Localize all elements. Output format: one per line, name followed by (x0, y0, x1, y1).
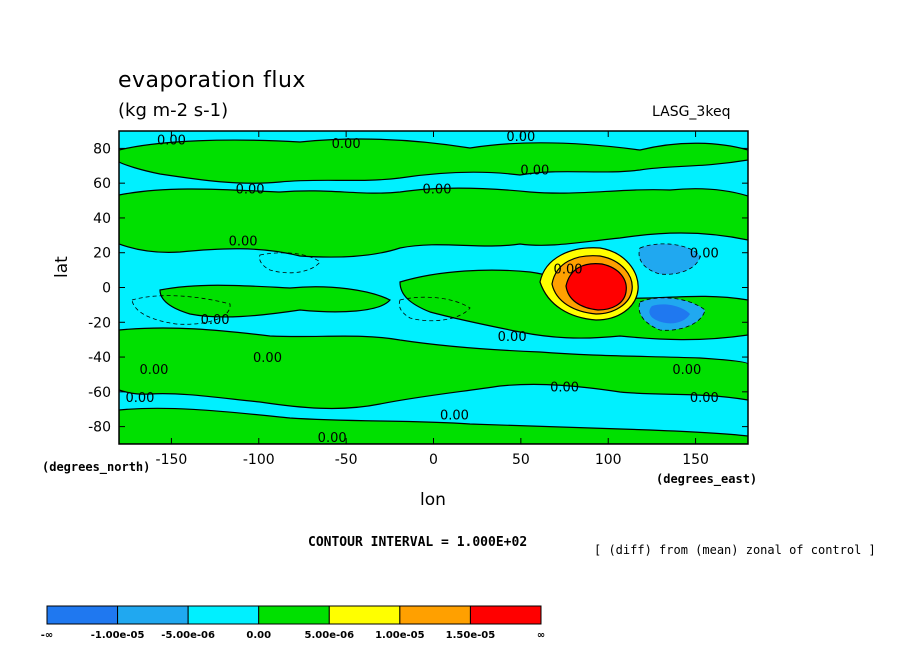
contour-label: 0.00 (236, 182, 265, 197)
colorbar-swatch (46, 605, 119, 625)
contour-interval: CONTOUR INTERVAL = 1.000E+02 (308, 535, 528, 550)
colorbar-swatch (328, 605, 401, 625)
x-tick-label: 0 (429, 452, 438, 468)
contour-label: 0.00 (201, 313, 230, 328)
colorbar-swatch (399, 605, 471, 625)
contour-label: 0.00 (229, 235, 258, 250)
diff-note: [ (diff) from (mean) zonal of control ] (594, 543, 876, 557)
colorbar-label: -5.00e-06 (161, 630, 215, 641)
colorbar-label: 0.00 (246, 630, 271, 641)
colorbar-swatch (187, 605, 260, 625)
y-tick-label: 40 (93, 211, 111, 227)
colorbar-label: -∞ (41, 630, 53, 641)
positive-anomaly-regions (119, 138, 748, 444)
contour-labels: 0.00 0.00 0.00 0.00 0.00 0.00 0.00 0.00 0.00 0.00… (125, 130, 718, 446)
contour-label: 0.00 (139, 363, 168, 378)
colorbar-label: ∞ (537, 630, 545, 641)
x-axis-unit: (degrees_east) (656, 472, 758, 486)
colorbar-swatch (117, 605, 189, 625)
y-tick-label: -20 (88, 315, 111, 331)
y-axis-label: lat (52, 256, 72, 278)
contour-label: 0.00 (318, 431, 347, 446)
contour-label: 0.00 (332, 137, 361, 152)
colorbar-label: 1.50e-05 (446, 630, 496, 641)
contour-label: 0.00 (157, 134, 186, 149)
field-background (119, 131, 748, 444)
x-tick-label: 50 (512, 452, 530, 468)
y-tick-label: -60 (88, 385, 111, 401)
x-tick-label: 100 (595, 452, 622, 468)
x-tick-label: -150 (156, 452, 188, 468)
y-tick-label: -40 (88, 350, 111, 366)
chart-title: evaporation flux (118, 68, 306, 93)
colorbar-label: 1.00e-05 (375, 630, 425, 641)
colorbar-swatch (258, 605, 330, 625)
colorbar-label: -1.00e-05 (91, 630, 145, 641)
y-tick-label: -80 (88, 420, 111, 436)
x-tick-label: -100 (243, 452, 275, 468)
contour-label: 0.00 (554, 262, 583, 277)
negative-anomaly-regions (131, 243, 706, 331)
x-axis-label: lon (420, 490, 446, 510)
model-label: LASG_3keq (652, 104, 731, 120)
y-axis-ticks: -80 -60 -40 -20 0 20 40 60 80 (88, 141, 748, 436)
contour-label: 0.00 (690, 247, 719, 262)
contour-label: 0.00 (423, 182, 452, 197)
colorbar-label: 5.00e-06 (305, 630, 355, 641)
colorbar-swatch (469, 605, 542, 625)
y-tick-label: 20 (93, 246, 111, 262)
contour-label: 0.00 (690, 391, 719, 406)
x-axis-ticks: -150 -100 -50 0 50 100 150 (156, 131, 709, 468)
y-tick-label: 60 (93, 176, 111, 192)
contour-label: 0.00 (506, 130, 535, 145)
contour-label: 0.00 (253, 351, 282, 366)
y-tick-label: 0 (102, 281, 111, 297)
colorbar: -∞ -1.00e-05 -5.00e-06 0.00 5.00e-06 1.00e-05… (41, 605, 545, 641)
plot-frame (118, 130, 749, 445)
x-tick-label: -50 (335, 452, 358, 468)
y-tick-label: 80 (93, 141, 111, 157)
contour-label: 0.00 (520, 163, 549, 178)
contour-label: 0.00 (498, 330, 527, 345)
x-tick-label: 150 (682, 452, 709, 468)
chart-units: (kg m-2 s-1) (118, 100, 229, 121)
contour-label: 0.00 (672, 363, 701, 378)
y-axis-unit: (degrees_north) (42, 460, 151, 474)
contour-label: 0.00 (440, 408, 469, 423)
maximum-anomaly-core (539, 247, 639, 321)
contour-label: 0.00 (125, 391, 154, 406)
contour-label: 0.00 (550, 381, 579, 396)
